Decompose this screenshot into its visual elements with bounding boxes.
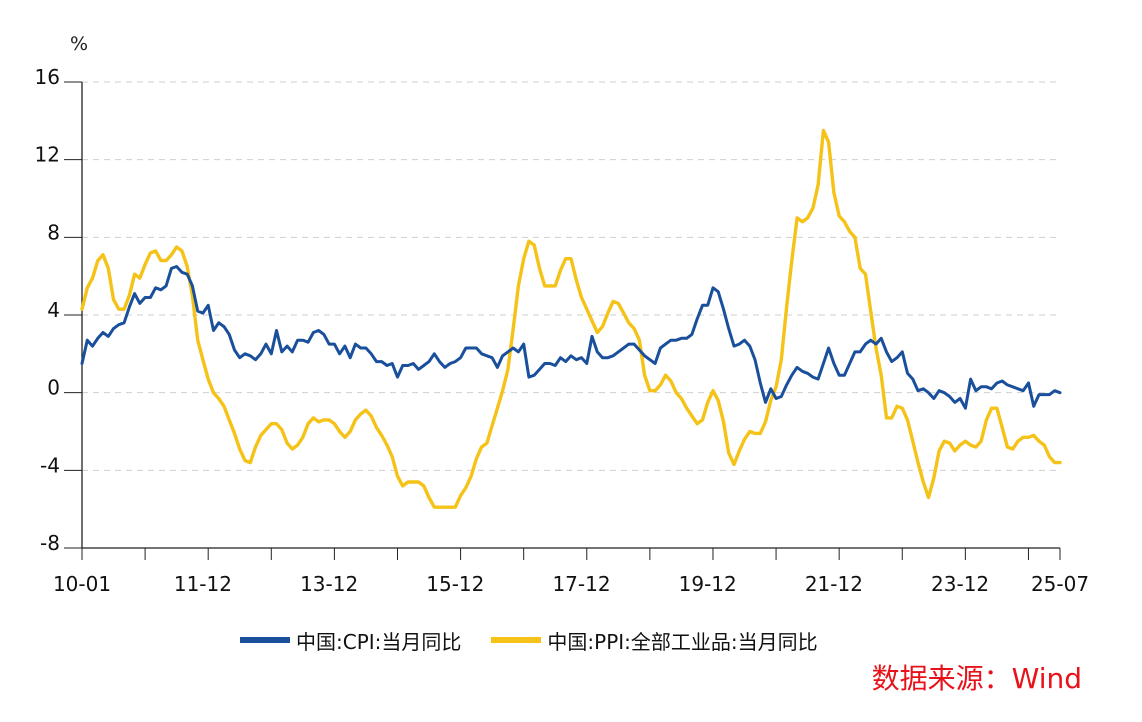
legend-item-cpi: 中国:CPI:当月同比 bbox=[240, 626, 461, 655]
x-tick-label: 19-12 bbox=[679, 572, 737, 596]
x-tick-label: 15-12 bbox=[426, 572, 484, 596]
legend-swatch-cpi bbox=[240, 637, 290, 643]
source-note: 数据来源：Wind bbox=[871, 662, 1082, 695]
x-tick-label: 25-07 bbox=[1031, 572, 1089, 596]
legend-swatch-ppi bbox=[491, 637, 542, 643]
series-line-ppi bbox=[80, 128, 1062, 509]
x-tick-label: 21-12 bbox=[805, 572, 863, 596]
legend-item-ppi: 中国:PPI:全部工业品:当月同比 bbox=[491, 626, 818, 655]
x-tick-label: 11-12 bbox=[174, 572, 232, 596]
y-axis: 16 12 8 4 0 -4 -8 bbox=[35, 65, 83, 555]
x-axis: 10-01 11-12 13-12 15-12 17-12 19-12 21-12 23-12… bbox=[53, 547, 1089, 596]
y-tick-label: 0 bbox=[47, 376, 60, 400]
x-tick-label: 23-12 bbox=[931, 572, 989, 596]
y-tick-label: 16 bbox=[35, 65, 60, 89]
y-tick-label: -4 bbox=[40, 453, 60, 477]
x-tick-label: 17-12 bbox=[552, 572, 610, 596]
y-tick-label: 4 bbox=[47, 298, 60, 322]
gridlines bbox=[82, 81, 1060, 471]
series-layer bbox=[80, 128, 1062, 509]
x-tick-label: 10-01 bbox=[53, 572, 111, 596]
y-tick-label: 8 bbox=[47, 220, 60, 244]
y-tick-label: 12 bbox=[35, 143, 60, 167]
legend: 中国:CPI:当月同比 中国:PPI:全部工业品:当月同比 bbox=[240, 622, 818, 658]
y-axis-unit-label: % bbox=[70, 33, 88, 55]
x-tick-label: 13-12 bbox=[300, 572, 358, 596]
legend-label-cpi: 中国:CPI:当月同比 bbox=[296, 629, 462, 654]
y-tick-label: -8 bbox=[40, 531, 60, 555]
legend-label-ppi: 中国:PPI:全部工业品:当月同比 bbox=[547, 629, 818, 654]
series-line-cpi bbox=[80, 265, 1062, 410]
